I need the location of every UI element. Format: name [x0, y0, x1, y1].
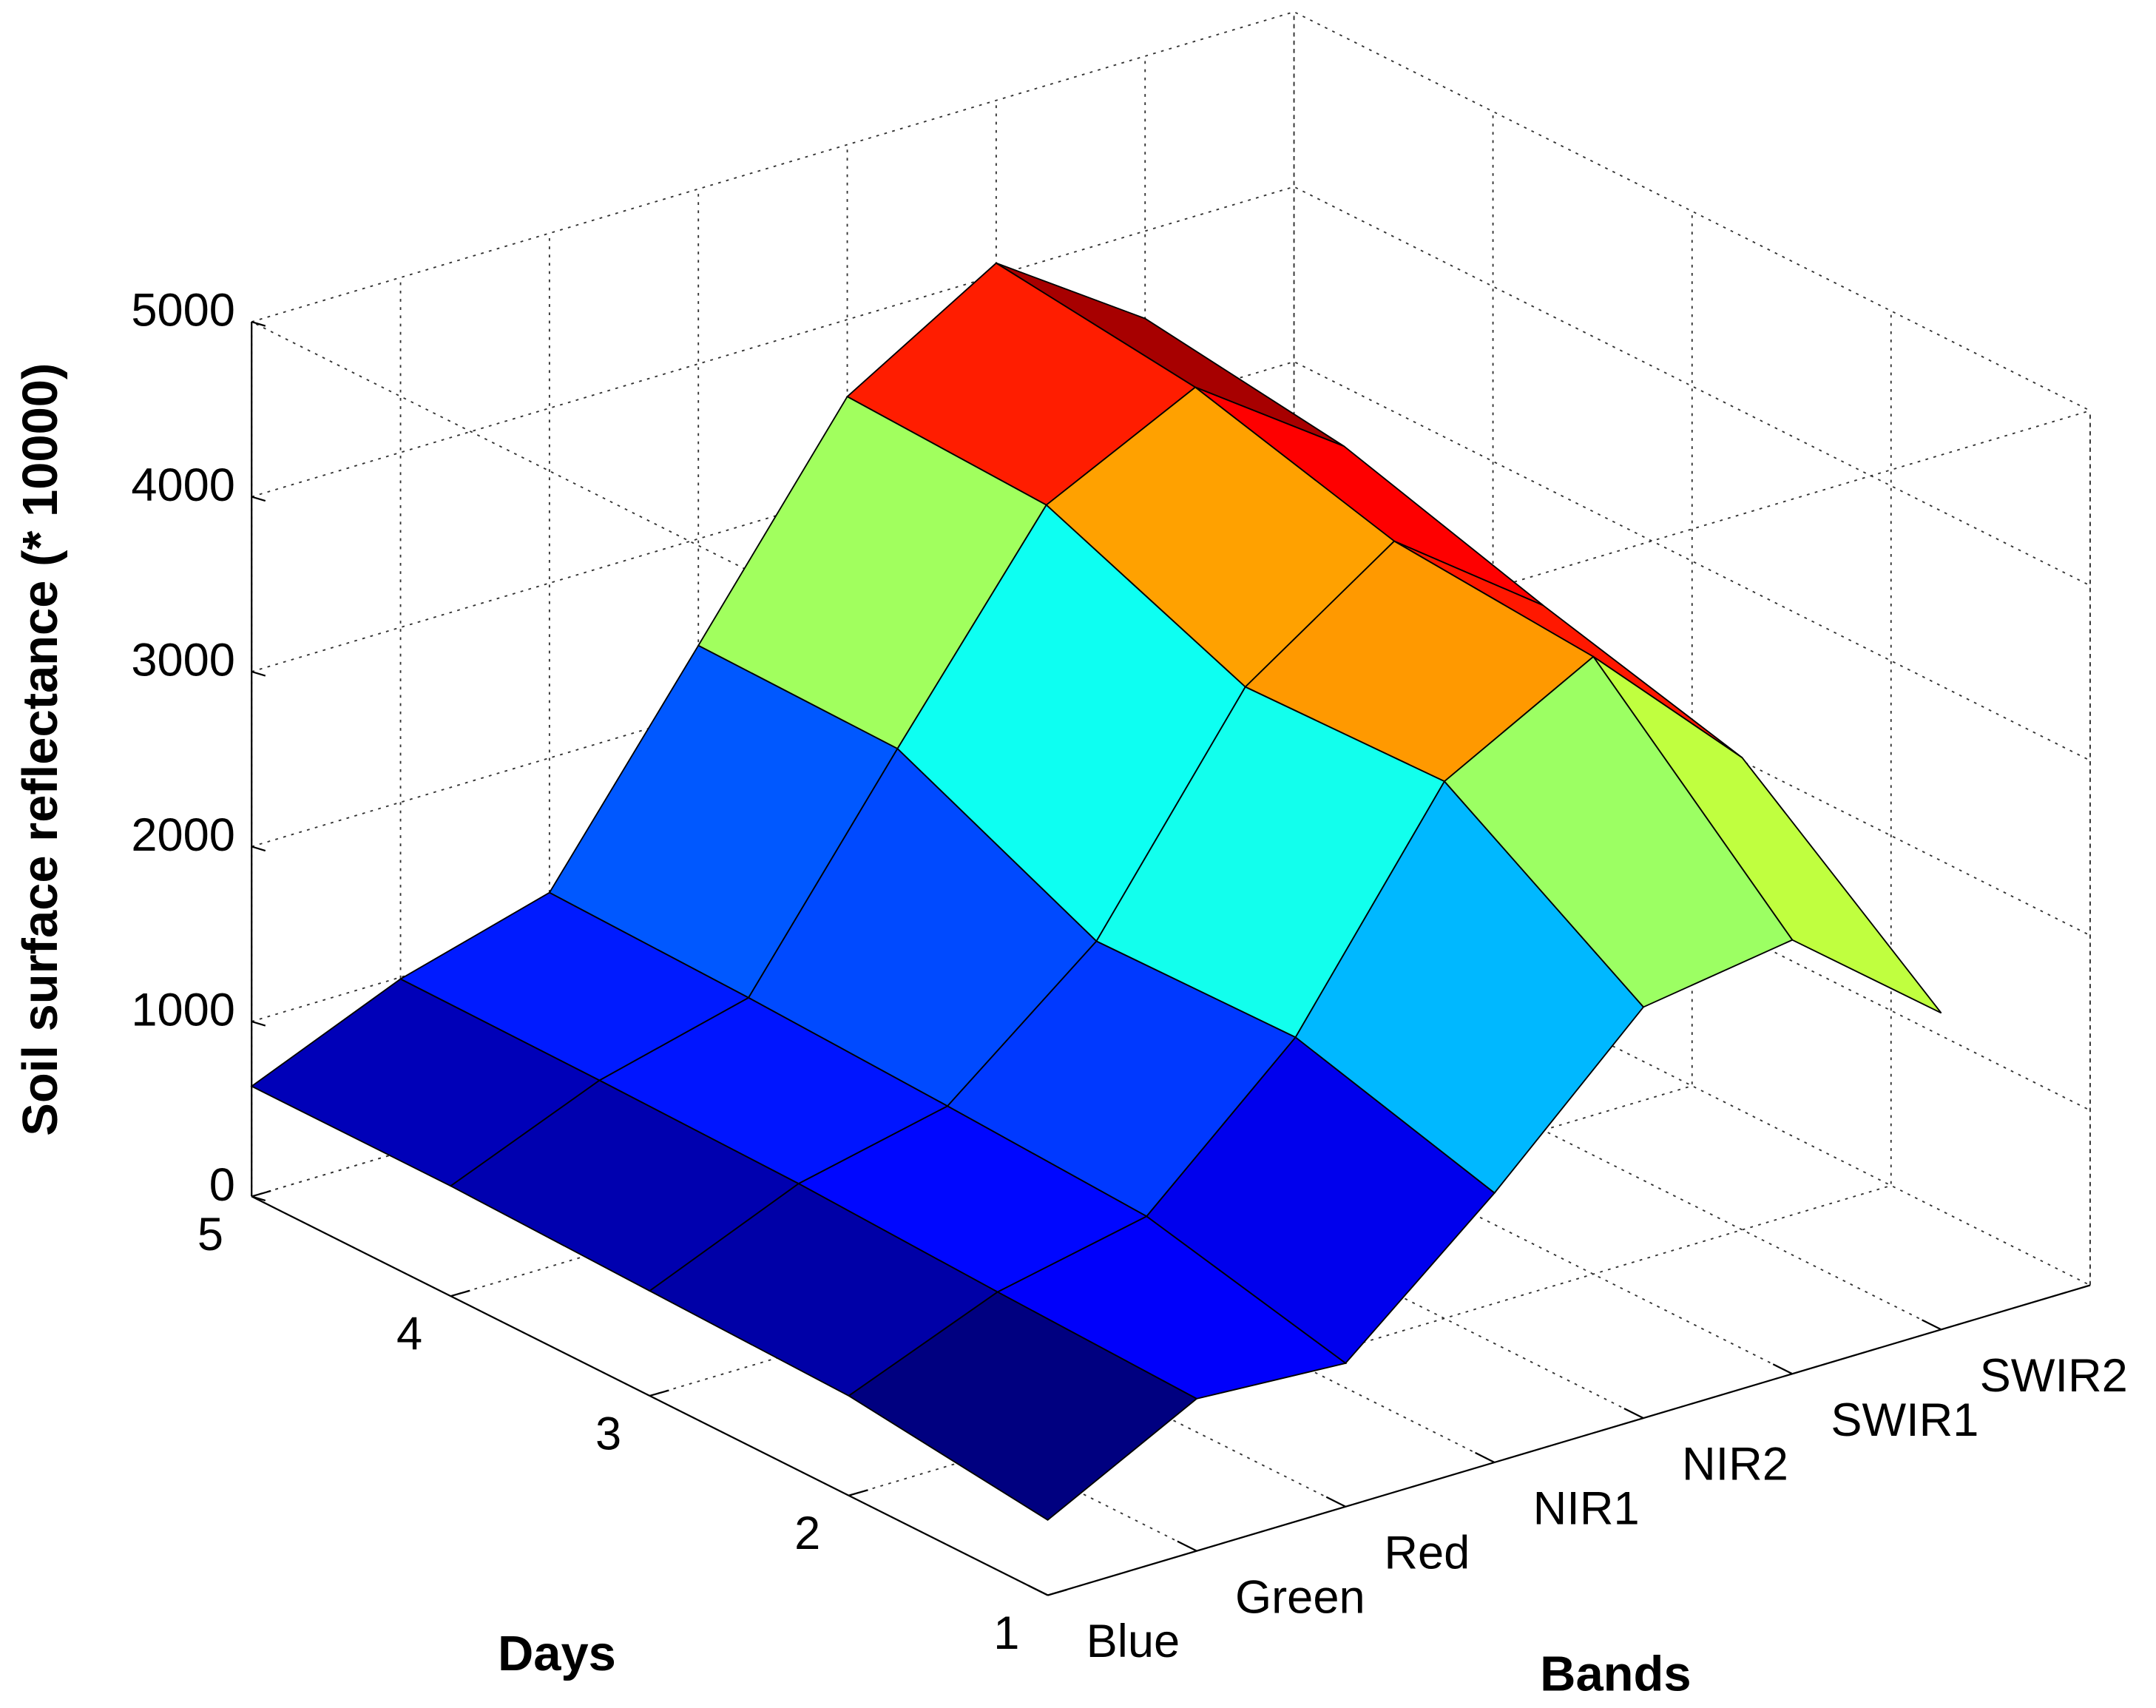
y-tick	[649, 1389, 669, 1397]
z-tick-label: 5000	[131, 285, 235, 337]
y-tick-label: 5	[197, 1209, 223, 1260]
z-tick	[251, 496, 266, 502]
y-tick-label: 4	[396, 1309, 422, 1360]
z-tick	[251, 845, 266, 852]
z-tick	[251, 320, 266, 327]
y-tick-label: 3	[595, 1408, 621, 1459]
y-tick	[450, 1289, 470, 1297]
surface-face	[847, 1291, 1198, 1521]
surface-layer	[250, 262, 1942, 1521]
x-tick-label: Green	[1235, 1571, 1365, 1623]
z-tick-label: 0	[209, 1159, 235, 1211]
y-tick-label: 1	[993, 1607, 1019, 1659]
x-tick-label: SWIR1	[1831, 1394, 1978, 1446]
y-tick	[848, 1489, 868, 1496]
x-tick	[1028, 1584, 1049, 1596]
x-axis-line	[1047, 1284, 2091, 1596]
x-tick	[1177, 1540, 1197, 1552]
x-tick	[1475, 1451, 1496, 1463]
x-tick-label: NIR1	[1533, 1483, 1640, 1535]
y-axis-label: Days	[498, 1626, 616, 1681]
x-tick-label: SWIR2	[1980, 1350, 2128, 1402]
y-tick	[251, 1189, 271, 1198]
x-axis-label: Bands	[1540, 1647, 1691, 1702]
z-tick	[251, 670, 266, 677]
x-tick	[1623, 1408, 1644, 1420]
z-tick-label: 2000	[131, 809, 235, 861]
x-tick-label: Red	[1384, 1527, 1470, 1579]
z-tick-label: 4000	[131, 459, 235, 511]
x-tick-label: NIR2	[1682, 1439, 1788, 1491]
z-axis-label: Soil surface reflectance (* 10000)	[13, 363, 68, 1136]
z-tick-label: 3000	[131, 635, 235, 686]
x-tick	[1325, 1496, 1346, 1508]
z-tick	[251, 1195, 266, 1202]
axes-layer: 0 1000 2000 3000 4000 5000 1 2 3 4 5 Blue Green Red NI…	[131, 285, 2127, 1668]
x-tick	[1772, 1363, 1793, 1375]
z-tick	[251, 1020, 266, 1027]
y-tick	[1047, 1589, 1067, 1596]
x-tick-label: Blue	[1087, 1616, 1180, 1667]
x-tick	[1922, 1319, 1942, 1331]
z-tick-label: 1000	[131, 984, 235, 1036]
y-tick-label: 2	[794, 1508, 820, 1559]
